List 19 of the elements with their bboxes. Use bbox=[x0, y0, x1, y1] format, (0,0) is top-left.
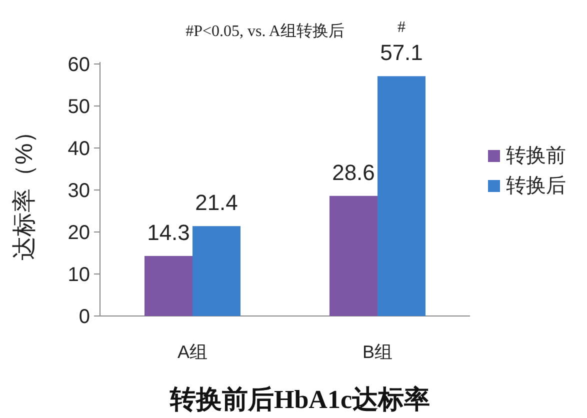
text: #P<0.05, vs. A组转换后 bbox=[186, 22, 344, 40]
x-tick-label: A组 bbox=[177, 342, 208, 362]
y-tick-label: 50 bbox=[68, 96, 90, 118]
data-label: 28.6 bbox=[332, 160, 375, 185]
y-tick-label: 40 bbox=[68, 138, 90, 160]
y-tick-label: 0 bbox=[78, 306, 90, 328]
y-tick-label: 10 bbox=[68, 264, 90, 286]
legend-label: 转换前 bbox=[506, 145, 566, 167]
text: 转换前后HbA1c达标率 bbox=[169, 385, 430, 414]
data-label: 57.1 bbox=[380, 40, 423, 66]
y-tick-label: 30 bbox=[68, 180, 90, 202]
y-tick-label: 20 bbox=[68, 222, 90, 244]
legend-label: 转换后 bbox=[506, 175, 566, 197]
data-label: 21.4 bbox=[195, 190, 238, 216]
x-tick-label: B组 bbox=[362, 342, 393, 362]
annotation: # bbox=[398, 19, 406, 36]
data-label: 14.3 bbox=[147, 220, 190, 245]
y-tick-label: 60 bbox=[68, 54, 90, 76]
y-axis-title: 达标率（%） bbox=[11, 119, 38, 261]
